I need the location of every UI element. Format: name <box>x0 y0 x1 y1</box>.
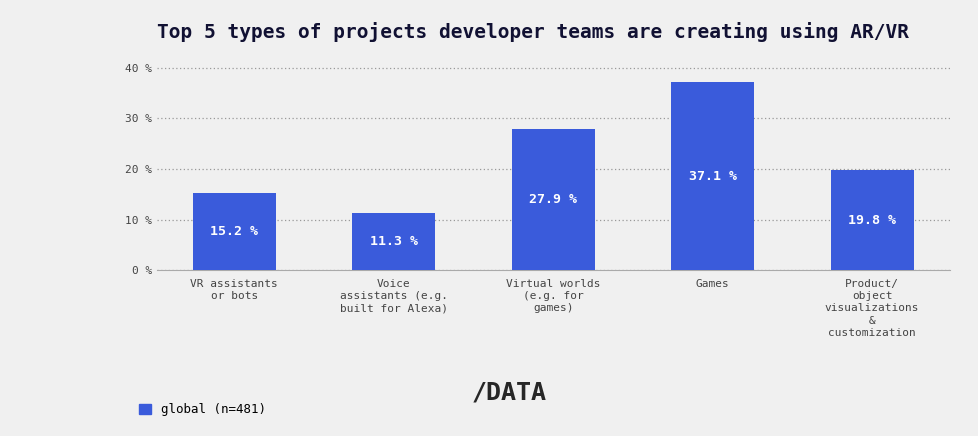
Legend: global (n=481): global (n=481) <box>133 398 271 421</box>
Text: 11.3 %: 11.3 % <box>370 235 418 248</box>
Bar <box>511 129 594 270</box>
Bar <box>829 170 912 270</box>
Text: 15.2 %: 15.2 % <box>210 225 258 238</box>
Text: Top 5 types of projects developer teams are creating using AR/VR: Top 5 types of projects developer teams … <box>156 22 908 42</box>
Text: /DATA: /DATA <box>471 380 546 405</box>
Text: 37.1 %: 37.1 % <box>688 170 735 183</box>
Text: 27.9 %: 27.9 % <box>528 193 577 206</box>
Bar <box>671 82 753 270</box>
Bar <box>193 193 276 270</box>
Bar <box>352 213 434 270</box>
Text: 19.8 %: 19.8 % <box>847 214 895 227</box>
